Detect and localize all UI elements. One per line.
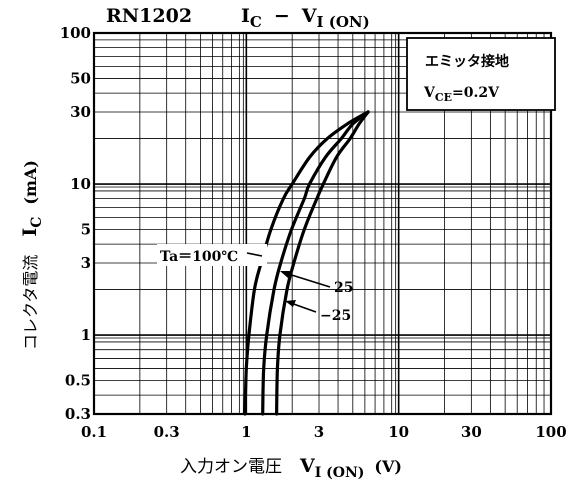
x-tick-label: 100 xyxy=(535,423,566,441)
series-label-25: 25 xyxy=(334,280,353,296)
x-tick-label: 3 xyxy=(314,423,324,441)
arrowhead-minus25 xyxy=(285,300,296,307)
title-dash: − xyxy=(274,5,290,27)
x-tick-label: 0.1 xyxy=(81,423,107,441)
y-axis-label-sub: C xyxy=(29,217,45,228)
leader-100c xyxy=(246,252,263,257)
y-tick-label: 10 xyxy=(70,175,91,193)
x-tick-label: 0.3 xyxy=(154,423,180,441)
condition-grounding: エミッタ接地 xyxy=(425,53,509,70)
x-axis-label-sub: I (ON) xyxy=(315,465,365,481)
x-tick-label: 30 xyxy=(461,423,482,441)
x-tick-label: 10 xyxy=(388,423,409,441)
x-axis-label-jp: 入力オン電圧 xyxy=(180,457,282,477)
y-tick-label: 30 xyxy=(70,103,91,121)
series-curve-25 xyxy=(261,110,370,416)
series-annotations: Ta＝100℃ 25 −25 xyxy=(157,244,353,324)
ta-label-background xyxy=(157,244,267,266)
plot-frame xyxy=(92,31,553,416)
y-axis-label: コレクタ電流 IC (mA) xyxy=(19,160,45,350)
y-tick-label: 1 xyxy=(81,326,91,344)
title-vi-sub: I (ON) xyxy=(317,13,370,31)
title-vi: V xyxy=(301,5,318,27)
x-axis-label-var: V xyxy=(299,455,316,477)
condition-vce: VCE=0.2V xyxy=(423,85,500,104)
series-curve-minus25 xyxy=(275,110,370,416)
y-tick-label: 100 xyxy=(60,24,91,42)
series-label-100c: Ta＝100℃ xyxy=(160,249,238,265)
y-tick-label: 50 xyxy=(70,69,91,87)
title-ic-sub: C xyxy=(250,13,262,31)
condition-vce-value: =0.2V xyxy=(452,85,500,101)
title-ic: I xyxy=(241,5,250,27)
y-tick-label: 0.3 xyxy=(65,405,91,423)
condition-box-frame xyxy=(406,37,556,111)
y-axis-label-jp: コレクタ電流 xyxy=(21,255,40,350)
y-tick-label: 0.5 xyxy=(65,371,91,389)
chart-title: IC − VI (ON) xyxy=(241,5,370,31)
y-tick-label: 3 xyxy=(81,254,91,272)
y-axis-label-var: I xyxy=(19,228,41,237)
condition-box: エミッタ接地 VCE=0.2V xyxy=(406,37,556,111)
x-tick-label: 1 xyxy=(241,423,251,441)
series-curves xyxy=(243,110,370,416)
series-label-minus25: −25 xyxy=(320,308,351,324)
part-number: RN1202 xyxy=(106,5,192,27)
leader-25 xyxy=(281,271,331,288)
series-curve-100c xyxy=(243,110,370,416)
y-axis-label-unit: (mA) xyxy=(21,160,40,204)
x-axis-label-unit: (V) xyxy=(374,457,402,476)
arrowhead-25 xyxy=(280,271,291,278)
y-tick-label: 5 xyxy=(81,220,91,238)
x-axis-label: 入力オン電圧 VI (ON) (V) xyxy=(180,455,402,481)
condition-vce-sub: CE xyxy=(435,91,452,104)
condition-vce-var: V xyxy=(423,85,436,101)
